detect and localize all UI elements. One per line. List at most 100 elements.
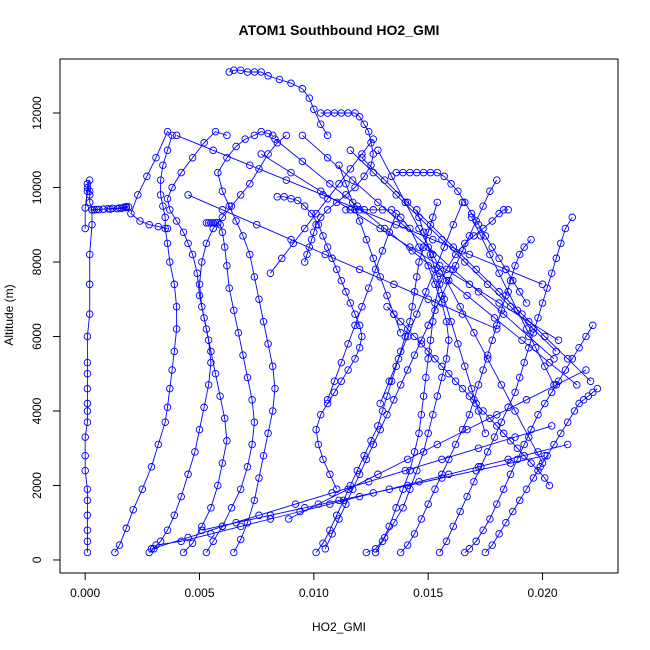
data-point (282, 176, 291, 184)
data-point (236, 535, 245, 544)
data-point (424, 347, 432, 356)
data-point (403, 332, 412, 341)
data-point (417, 340, 426, 348)
data-point (447, 180, 455, 188)
data-point (415, 429, 423, 438)
data-point (534, 410, 542, 419)
data-point (152, 153, 160, 162)
data-point (364, 477, 373, 486)
data-point (369, 440, 378, 449)
data-point (575, 399, 583, 408)
data-point (396, 548, 405, 557)
data-point (83, 183, 92, 192)
data-point (502, 518, 510, 527)
data-point (547, 269, 556, 277)
data-point (179, 228, 188, 236)
data-point (236, 485, 245, 493)
data-point (188, 250, 197, 259)
data-point (211, 369, 220, 378)
data-point (479, 407, 487, 415)
data-point (83, 369, 92, 378)
data-point (83, 332, 92, 341)
data-point (376, 224, 384, 233)
data-point (188, 153, 197, 162)
data-point (266, 511, 275, 520)
data-point (314, 220, 323, 229)
data-point (429, 213, 437, 222)
data-point (99, 205, 108, 213)
data-point (390, 310, 398, 318)
data-point (168, 366, 176, 374)
data-point (168, 183, 176, 192)
data-point (568, 355, 577, 363)
data-point (314, 440, 323, 449)
series-line-5 (183, 135, 287, 553)
data-point (312, 209, 320, 218)
data-point (257, 127, 265, 136)
data-point (95, 205, 103, 214)
data-point (323, 399, 332, 408)
data-point (467, 213, 476, 222)
data-point (214, 168, 222, 177)
data-point (257, 150, 265, 158)
data-point (431, 299, 439, 307)
data-point (170, 347, 179, 356)
data-point (346, 146, 355, 155)
data-point (472, 265, 480, 274)
data-point (483, 448, 492, 456)
data-point (351, 321, 359, 330)
data-point (166, 206, 174, 214)
data-point (202, 548, 211, 557)
data-point (506, 470, 515, 479)
data-point (250, 496, 259, 505)
data-point (424, 321, 432, 330)
data-point (278, 254, 286, 263)
data-point (504, 403, 512, 412)
data-point (541, 474, 549, 482)
data-point (332, 265, 341, 274)
data-point (353, 466, 362, 475)
data-point (461, 258, 469, 266)
data-point (335, 515, 343, 523)
data-point (396, 347, 405, 356)
data-point (184, 239, 192, 248)
data-point (417, 336, 426, 344)
data-point (550, 355, 558, 363)
data-point (294, 196, 302, 205)
data-point (458, 425, 467, 434)
data-point (252, 220, 261, 229)
data-point (378, 247, 387, 255)
data-point (342, 500, 350, 508)
data-point (495, 209, 503, 218)
data-point (410, 288, 419, 296)
data-point (328, 254, 336, 263)
data-point (403, 325, 412, 333)
data-point (264, 72, 272, 80)
data-point (413, 206, 421, 214)
y-tick-label: 4000 (30, 397, 44, 424)
data-point (200, 403, 208, 412)
data-point (264, 129, 272, 138)
data-point (563, 418, 572, 426)
data-point (378, 537, 387, 546)
data-point (232, 217, 240, 225)
data-point (326, 526, 334, 534)
data-point (534, 314, 542, 322)
data-point (520, 358, 528, 367)
data-point (493, 500, 501, 508)
y-tick-label: 2000 (30, 472, 44, 499)
data-point (474, 220, 483, 229)
data-point (360, 451, 368, 460)
x-axis: 0.000 0.005 0.010 0.015 0.020 (70, 572, 558, 600)
data-point (232, 142, 240, 151)
data-point (209, 146, 217, 155)
data-point (504, 206, 512, 214)
y-axis-label: Altitude (m) (2, 284, 16, 345)
data-point (161, 224, 169, 233)
data-point (429, 250, 437, 259)
data-point (378, 206, 387, 214)
data-point (513, 306, 522, 315)
data-point (85, 187, 94, 195)
data-point (488, 243, 496, 251)
data-point (83, 407, 92, 415)
